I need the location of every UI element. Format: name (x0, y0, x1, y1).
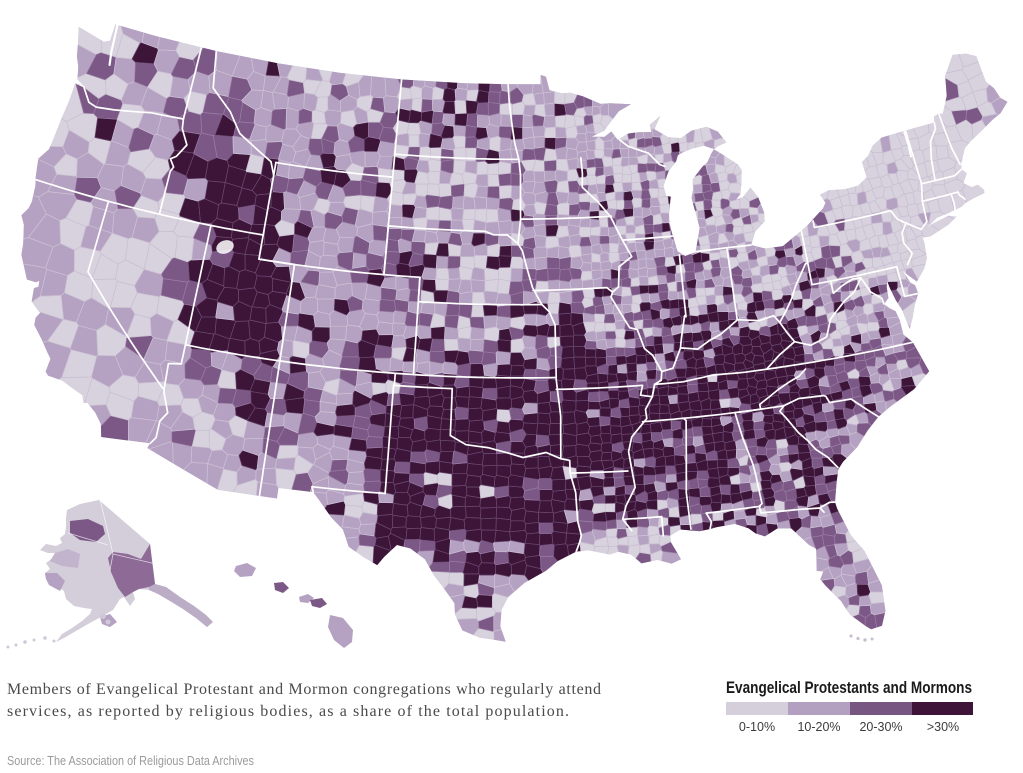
svg-text:Evangelical Protestants and Mo: Evangelical Protestants and Mormons (726, 678, 972, 697)
svg-text:>30%: >30% (927, 720, 959, 734)
svg-text:Source: The Association of Rel: Source: The Association of Religious Dat… (7, 754, 254, 768)
svg-text:Members of Evangelical Protest: Members of Evangelical Protestant and Mo… (7, 681, 601, 698)
svg-text:services, as reported by relig: services, as reported by religious bodie… (7, 703, 569, 720)
svg-text:10-20%: 10-20% (797, 720, 840, 734)
svg-text:0-10%: 0-10% (739, 720, 775, 734)
svg-text:20-30%: 20-30% (859, 720, 902, 734)
